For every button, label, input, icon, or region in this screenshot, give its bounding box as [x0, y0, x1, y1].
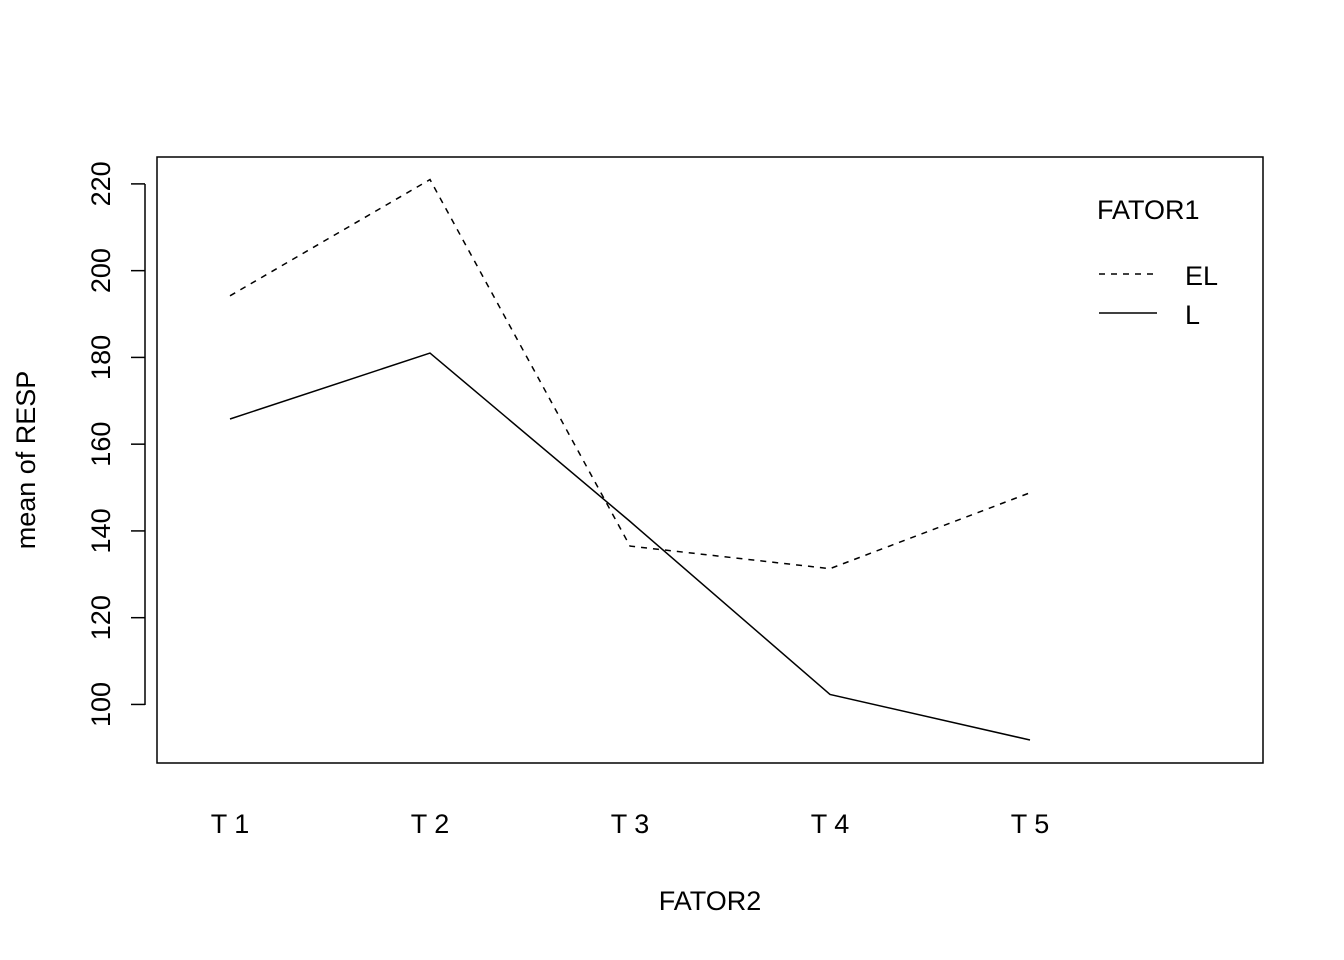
x-axis-title: FATOR2 — [659, 886, 762, 916]
legend-title: FATOR1 — [1097, 195, 1200, 225]
y-tick-label: 200 — [86, 248, 116, 293]
series-line-l — [229, 352, 1031, 741]
y-tick-label: 140 — [86, 508, 116, 553]
x-tick-label: T 5 — [1011, 809, 1050, 839]
legend-label-l: L — [1185, 300, 1200, 330]
series-lines — [229, 178, 1031, 741]
legend-label-el: EL — [1185, 261, 1218, 291]
y-tick-label: 180 — [86, 335, 116, 380]
y-axis-title: mean of RESP — [11, 371, 41, 550]
y-tick-label: 100 — [86, 682, 116, 727]
y-axis: 100 120 140 160 180 200 220 — [86, 161, 146, 727]
x-tick-label: T 2 — [411, 809, 450, 839]
x-tick-label: T 3 — [611, 809, 650, 839]
x-tick-label: T 4 — [811, 809, 850, 839]
x-tick-label: T 1 — [211, 809, 250, 839]
y-tick-label: 220 — [86, 161, 116, 206]
x-tick-labels: T 1 T 2 T 3 T 4 T 5 — [211, 809, 1050, 839]
legend: FATOR1 EL L — [1097, 195, 1218, 330]
y-tick-label: 120 — [86, 595, 116, 640]
y-tick-label: 160 — [86, 422, 116, 467]
series-line-el — [229, 178, 1031, 570]
plot-frame — [156, 156, 1264, 764]
